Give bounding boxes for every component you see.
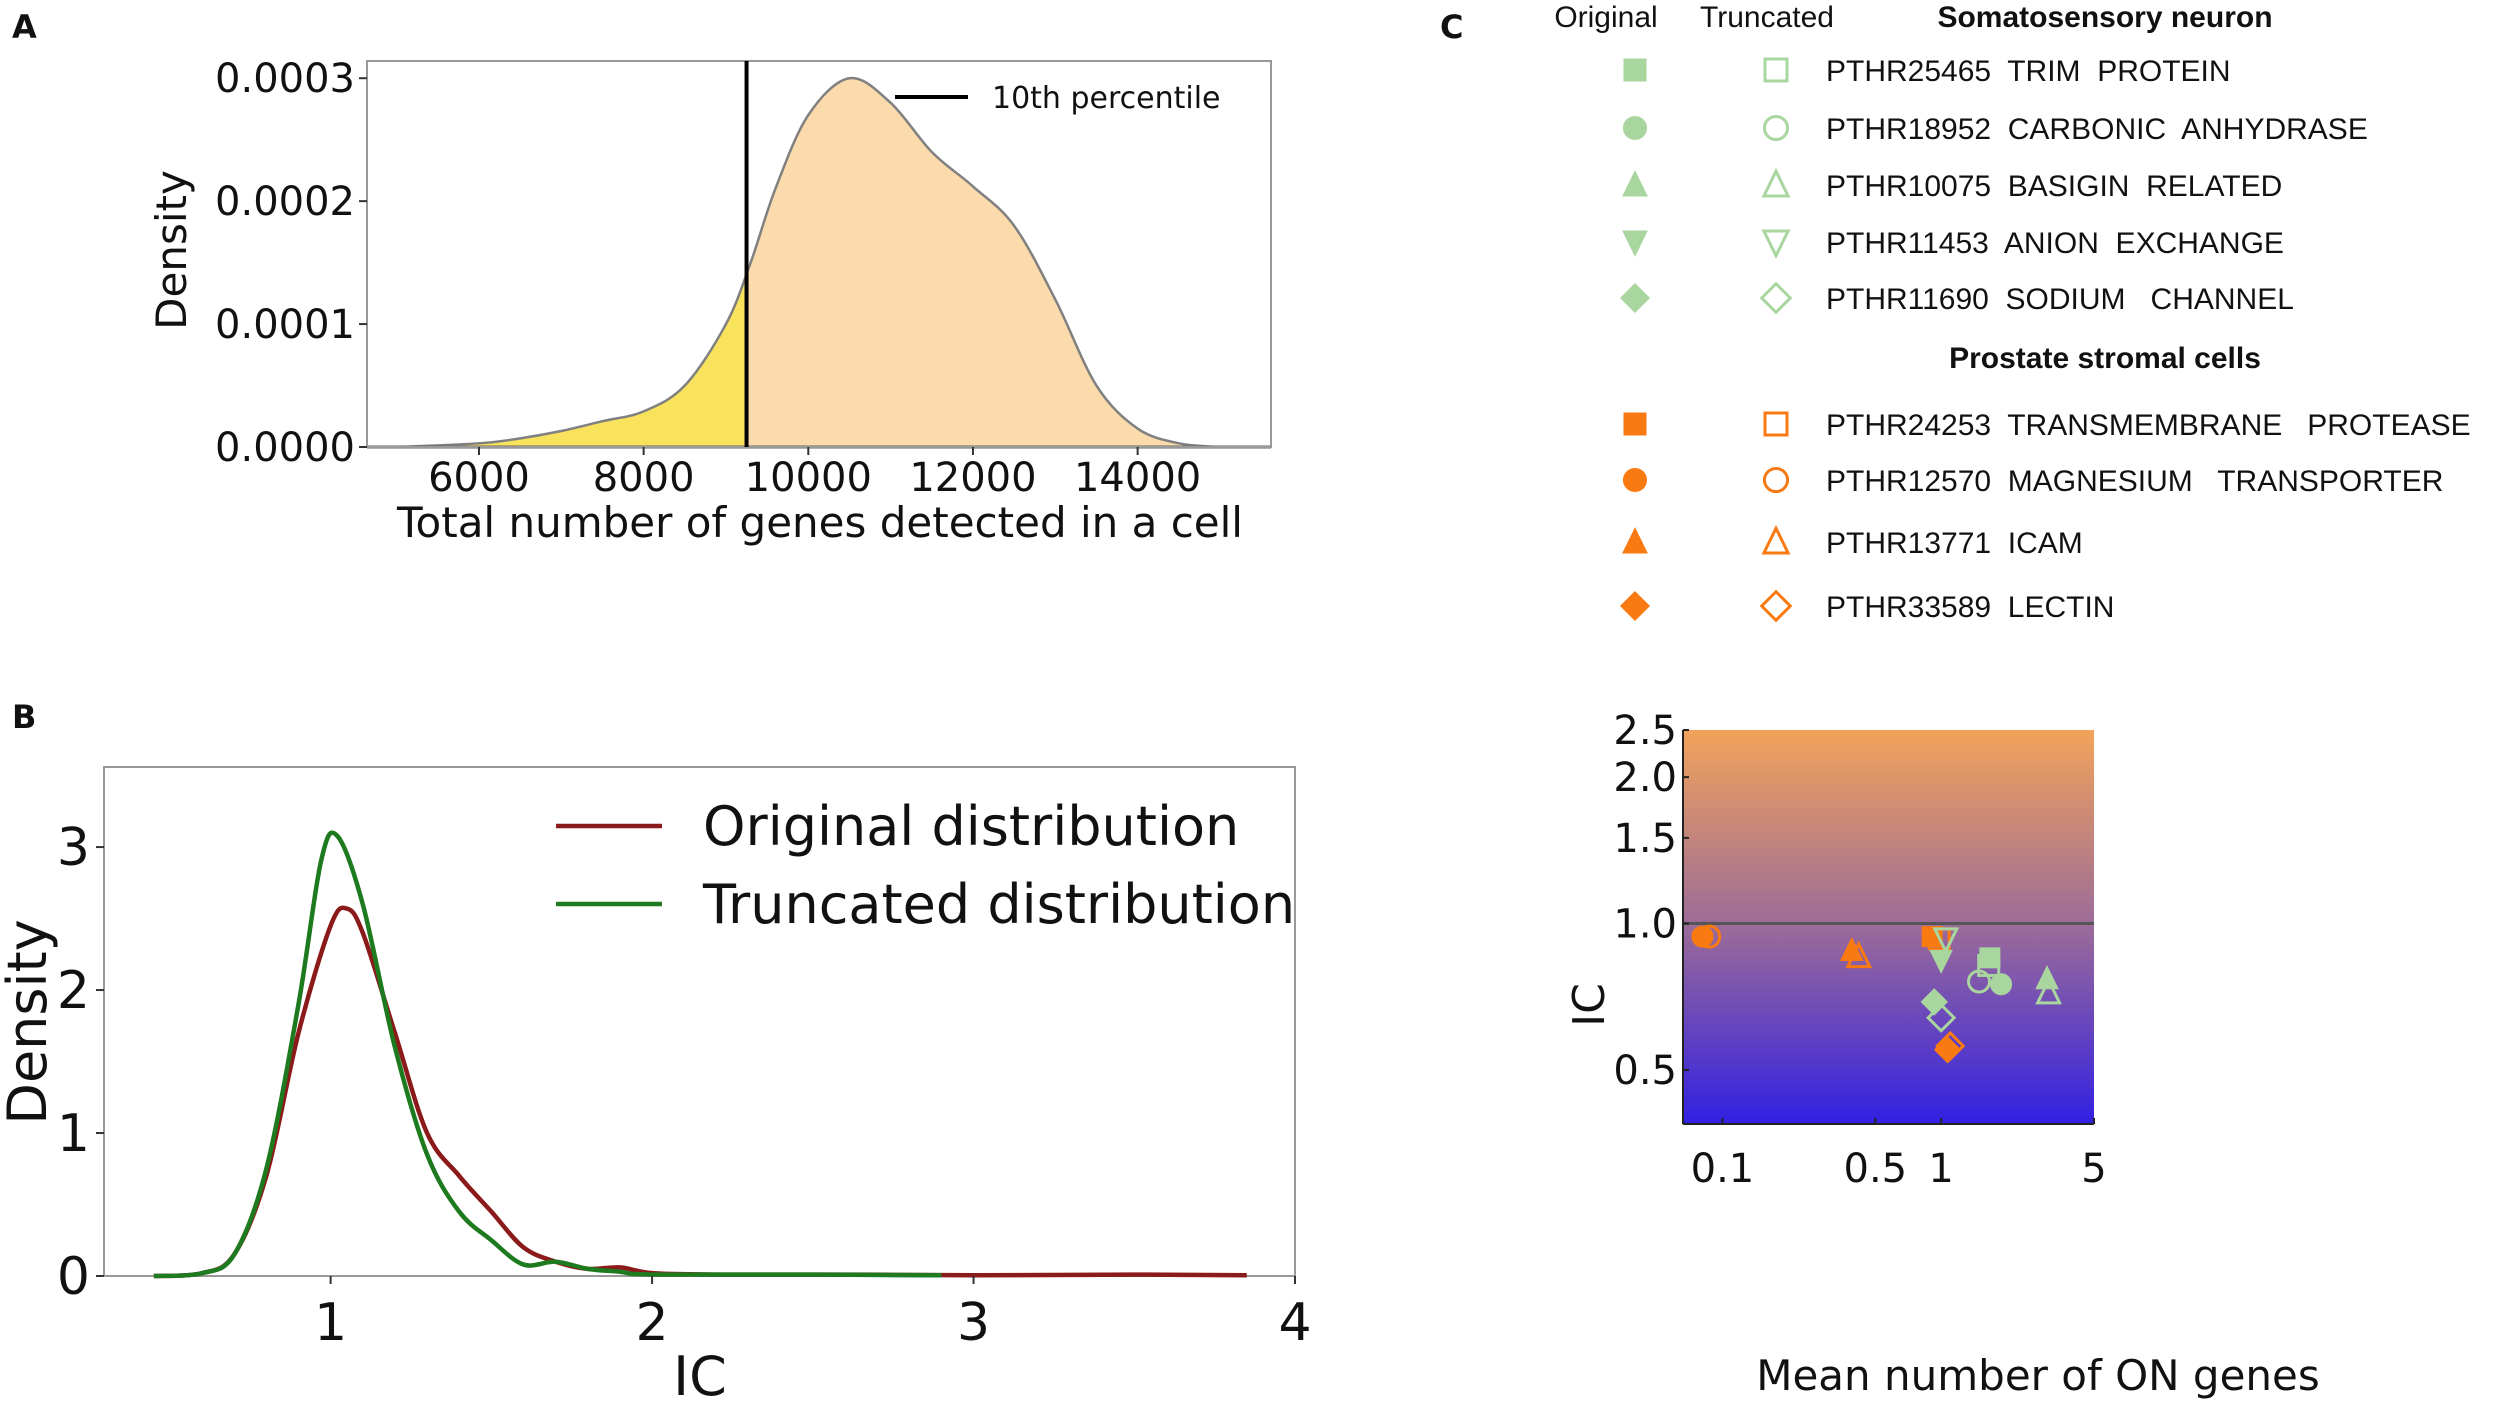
legend-label: 10th percentile [992, 81, 1221, 116]
density-area-below [396, 274, 747, 447]
legend-item-label: PTHR11453 ANION EXCHANGE [1826, 227, 2284, 260]
x-tick-label: 6000 [428, 455, 530, 501]
density-curve [396, 76, 1221, 449]
y-tick-label: 0.0002 [215, 179, 355, 225]
circle-filled-icon [1622, 115, 1648, 141]
y-tick-label: 3 [57, 818, 90, 878]
panel-c-chart: 0.1 0.5 1 5 0.5 1.0 1.5 2.02.5 Mean number of ON… [1564, 708, 2320, 1400]
legend-col-truncated: Truncated [1700, 1, 1834, 34]
scatter-point [1691, 925, 1714, 948]
square-filled-icon [1623, 58, 1647, 82]
legend-item-label: PTHR10075 BASIGIN RELATED [1826, 170, 2282, 203]
x-tick-label: 4 [1278, 1293, 1311, 1353]
y-tick-label: 1 [57, 1104, 90, 1164]
scatter-point [1967, 969, 1992, 994]
x-axis-label: Mean number of ON genes [1756, 1351, 2320, 1400]
panel-a-chart: 10th percentile 6000 8000 10000 12000 14000 0.… [147, 56, 1272, 547]
square-open-icon [1763, 57, 1789, 83]
scatter-point [1697, 924, 1722, 949]
scatter-point [1990, 973, 2013, 996]
legend-col-original: Original [1554, 1, 1657, 34]
scatter-point [1845, 940, 1873, 969]
legend-group-title: Prostate stromal cells [1949, 342, 2261, 375]
legend-group-title: Somatosensory neuron [1937, 1, 2272, 34]
triangle-filled-icon [1622, 527, 1648, 554]
scatter-point [1929, 949, 1953, 974]
down-triangle-filled-icon [1622, 230, 1648, 257]
y-tick-label: 0.0003 [215, 56, 355, 102]
diamond-filled-icon [1619, 590, 1651, 622]
y-tick-label: 2.5 [1613, 708, 1677, 754]
legend-label: Original distribution [703, 795, 1239, 858]
legend-item-label: PTHR18952 CARBONIC ANHYDRASE [1826, 113, 2368, 146]
y-tick-label: 0.0000 [215, 425, 355, 471]
y-axis-label: Density [147, 170, 196, 330]
x-tick-label: 0.1 [1691, 1146, 1755, 1192]
panel-b-chart: Original distribution Truncated distribut… [0, 766, 1312, 1408]
diamond-filled-icon [1619, 282, 1651, 314]
x-tick-label: 8000 [593, 455, 695, 501]
triangle-open-icon [1761, 167, 1791, 198]
triangle-open-icon [1761, 524, 1791, 555]
x-tick-label: 14000 [1074, 455, 1201, 501]
panel-label-a: A [12, 8, 37, 46]
scatter-point [1935, 1030, 1966, 1062]
down-triangle-open-icon [1761, 229, 1791, 260]
scatter-point [2035, 976, 2063, 1005]
circle-filled-icon [1622, 467, 1648, 493]
y-tick-label: 0.0001 [215, 302, 355, 348]
x-tick-label: 1 [314, 1293, 347, 1353]
x-axis-label: Total number of genes detected in a cell [396, 498, 1243, 547]
diamond-open-icon [1759, 281, 1793, 315]
x-tick-label: 5 [2081, 1146, 2106, 1192]
panel-label-c: C [1440, 8, 1463, 46]
y-tick-label: 1.5 [1613, 816, 1677, 862]
density-area-above [396, 78, 1220, 447]
x-tick-label: 3 [957, 1293, 990, 1353]
x-tick-label: 10000 [745, 455, 872, 501]
square-filled-icon [1623, 412, 1647, 436]
x-axis-label: IC [673, 1345, 727, 1408]
scatter-point [2035, 965, 2059, 990]
y-tick-label: 1.0 [1613, 902, 1677, 948]
plot-frame [366, 60, 1272, 448]
x-tick-label: 2 [636, 1293, 669, 1353]
legend-item-label: PTHR33589 LECTIN [1826, 591, 2114, 624]
plot-background [1683, 730, 2094, 1124]
y-tick-label: 2 [57, 961, 90, 1021]
x-tick-label: 12000 [909, 455, 1036, 501]
x-tick-label: 0.5 [1844, 1146, 1908, 1192]
series-line-truncated [153, 830, 942, 1279]
scatter-point [1926, 1002, 1957, 1033]
series-line-original [153, 905, 1247, 1279]
panel-c-legend: Original Truncated Somatosensory neuron PTH… [1554, 1, 2470, 624]
circle-open-icon [1762, 466, 1790, 494]
circle-open-icon [1762, 114, 1790, 142]
y-axis-label: IC [1564, 983, 1615, 1027]
triangle-filled-icon [1622, 170, 1648, 197]
scatter-point [1979, 947, 2001, 969]
legend-item-label: PTHR13771 ICAM [1826, 527, 2083, 560]
legend-item-label: PTHR24253 TRANSMEMBRANE PROTEASE [1826, 409, 2471, 442]
y-tick-label: 0 [57, 1247, 90, 1307]
panel-label-b: B [12, 698, 36, 736]
scatter-point [1920, 988, 1948, 1016]
x-tick-label: 1 [1928, 1146, 1953, 1192]
y-tick-label: 0.5 [1613, 1048, 1677, 1094]
legend-item-label: PTHR12570 MAGNESIUM TRANSPORTER [1826, 465, 2443, 498]
legend-item-label: PTHR25465 TRIM PROTEIN [1826, 55, 2231, 88]
scatter-point [1932, 927, 1960, 955]
square-open-icon [1763, 411, 1789, 437]
legend-item-label: PTHR11690 SODIUM CHANNEL [1826, 283, 2294, 316]
y-tick-label: 2.0 [1613, 755, 1677, 801]
y-axis-label: Density [0, 919, 59, 1124]
diamond-open-icon [1759, 589, 1793, 623]
legend-label: Truncated distribution [702, 873, 1295, 936]
